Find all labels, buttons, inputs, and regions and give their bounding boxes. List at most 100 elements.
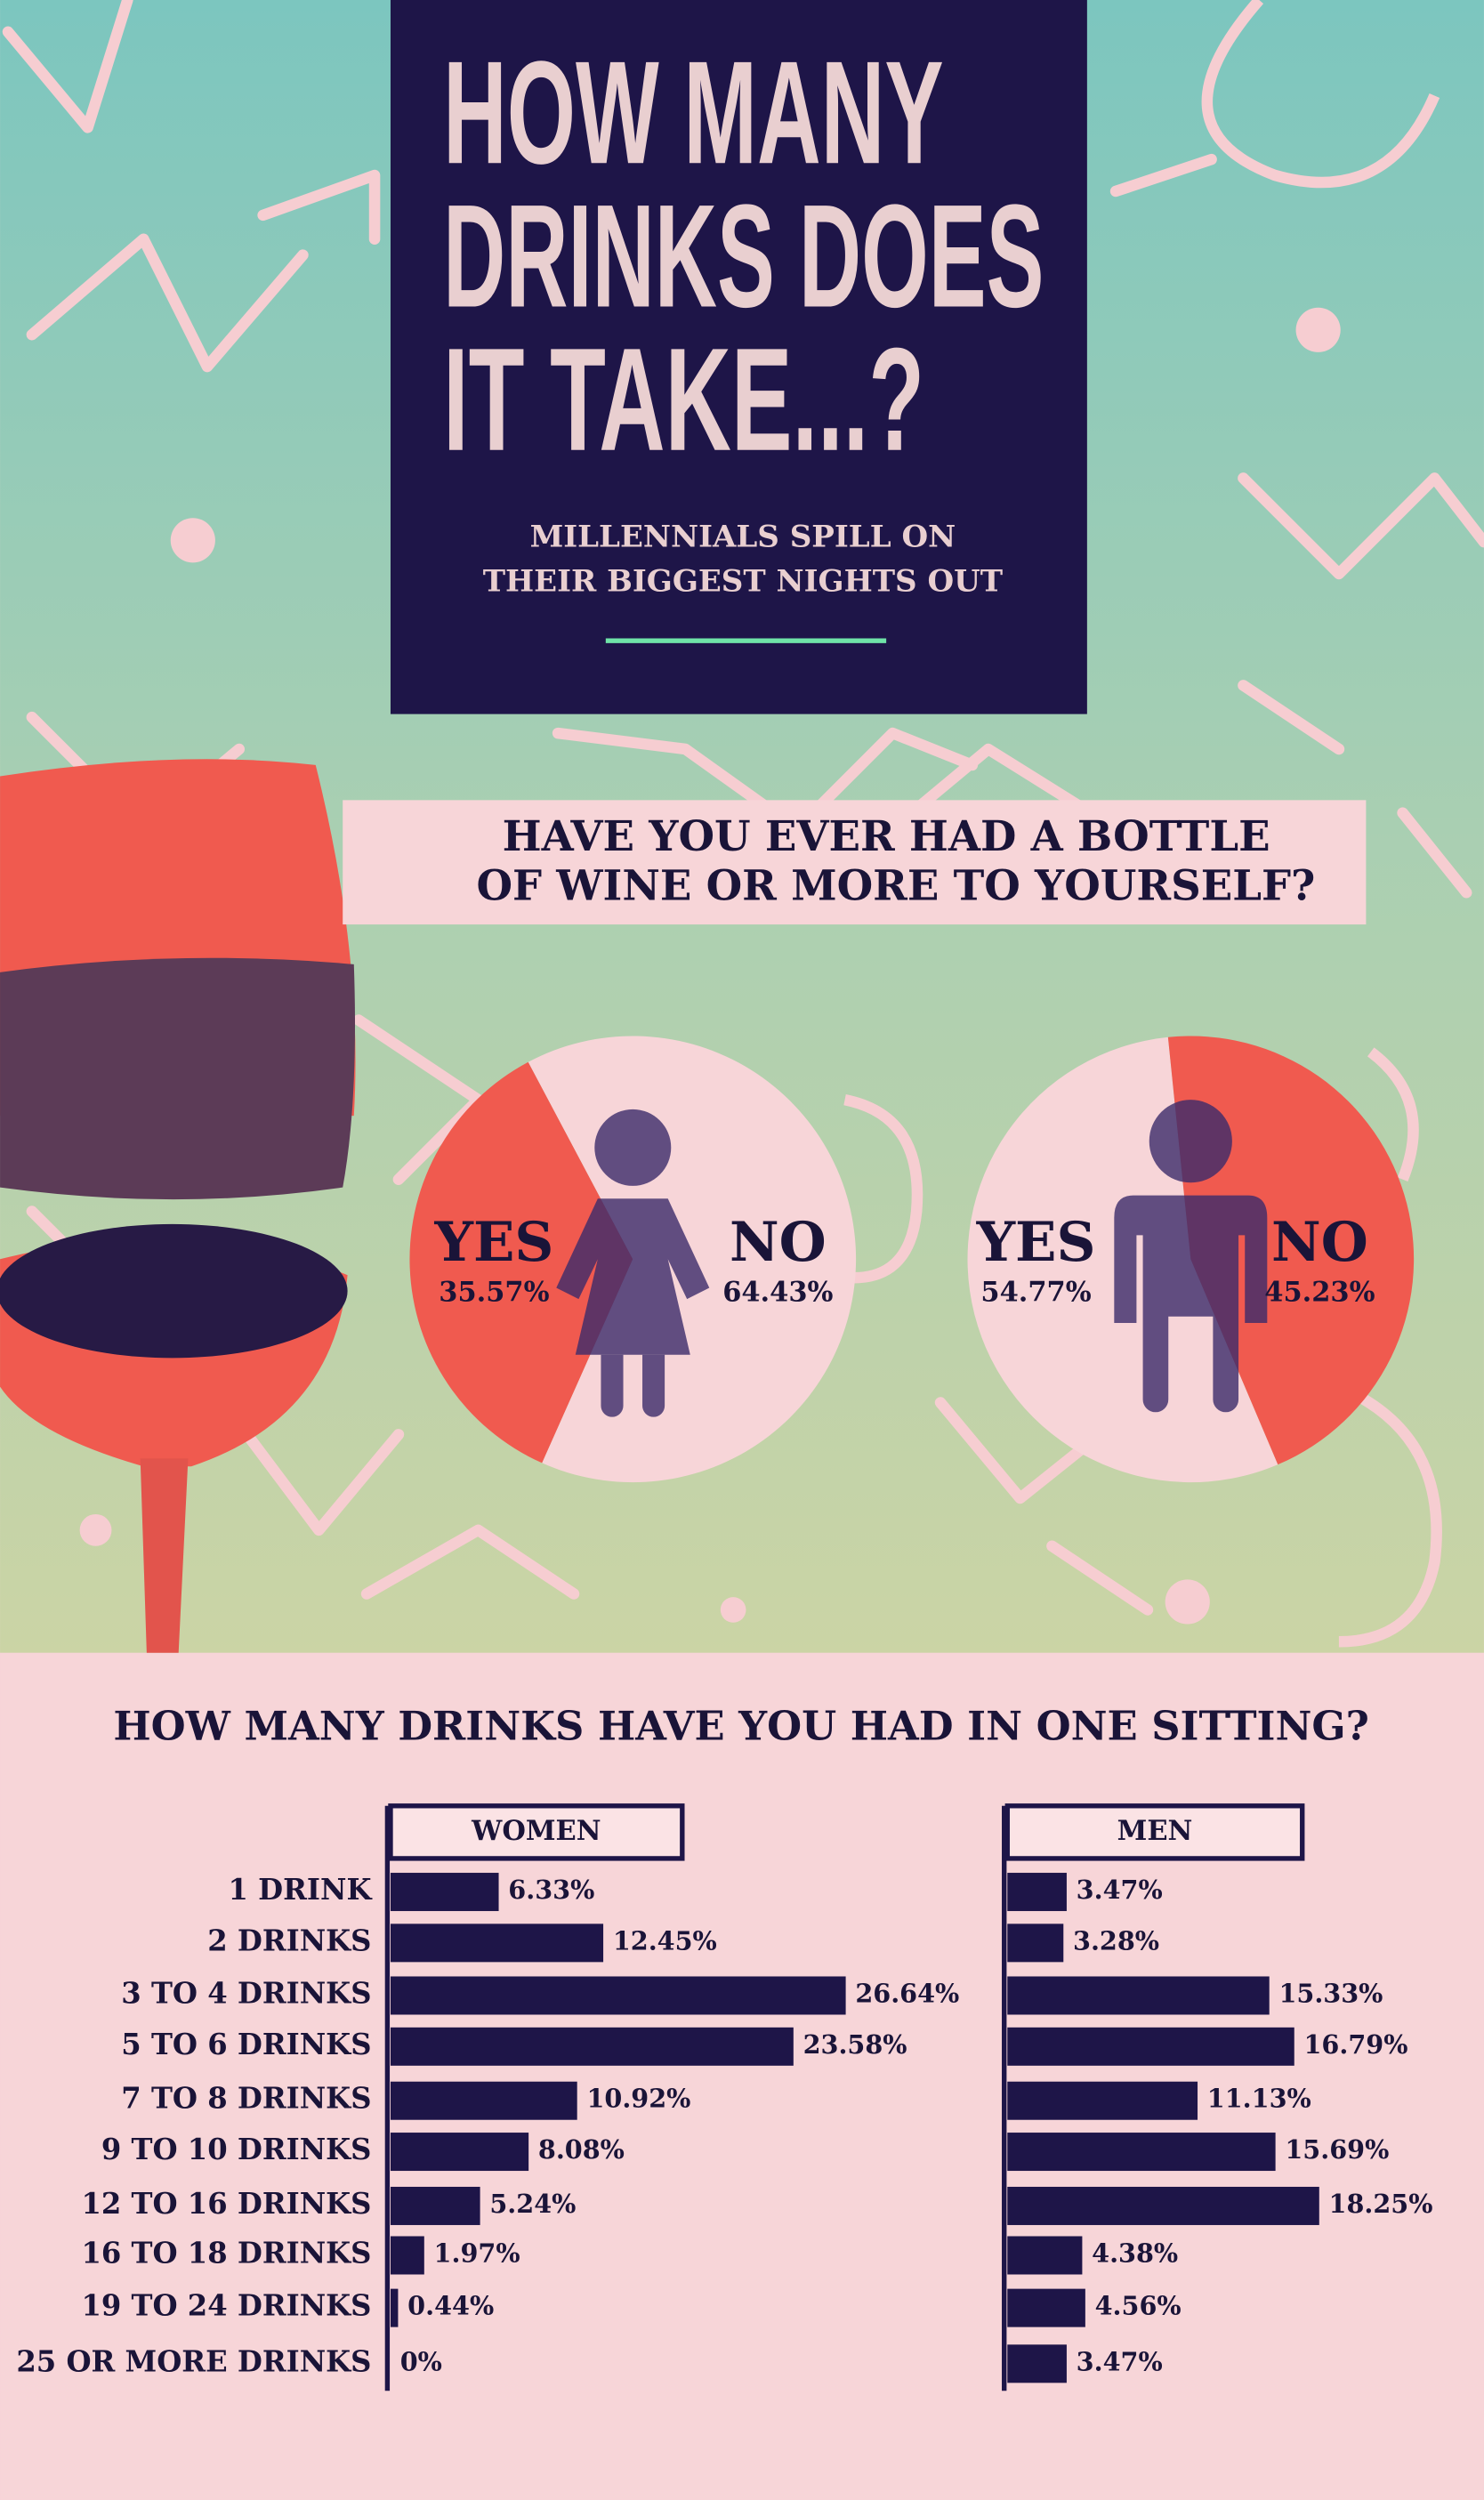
- squiggle: [360, 1524, 580, 1600]
- series-header-box: [388, 1803, 685, 1861]
- pie-question-line: HAVE YOU EVER HAD A BOTTLE: [503, 811, 1270, 860]
- bar-value-label: 3.47%: [1077, 1875, 1163, 1905]
- bar: [1007, 1976, 1270, 2015]
- bar: [1007, 1923, 1064, 1963]
- bar-value-label: 6.33%: [508, 1875, 594, 1905]
- dot: [1295, 307, 1341, 352]
- pie-label: YES: [976, 1211, 1096, 1274]
- pie-label: NO: [730, 1211, 827, 1274]
- bar-value-label: 15.33%: [1278, 1978, 1383, 2008]
- bar: [1007, 2186, 1319, 2225]
- category-label: 16 TO 18 DRINKS: [81, 2237, 371, 2270]
- bar-value-label: 1.97%: [434, 2238, 520, 2269]
- dot: [79, 1513, 112, 1546]
- squiggle: [1397, 807, 1472, 899]
- bar-value-label: 3.47%: [1077, 2346, 1163, 2376]
- pie-value-label: 45.23%: [1264, 1277, 1375, 1309]
- pie-question-line: OF WINE OR MORE TO YOURSELF?: [476, 861, 1315, 910]
- bar: [1007, 2027, 1294, 2066]
- arc: [1336, 1381, 1442, 1648]
- subtitle-line: MILLENNIALS SPILL ON: [530, 520, 956, 555]
- bar-value-label: 0%: [400, 2346, 442, 2376]
- bar-value-label: 18.25%: [1329, 2189, 1433, 2219]
- pie-label: NO: [1271, 1211, 1368, 1274]
- pie-value-label: 35.57%: [439, 1277, 549, 1309]
- series-header: WOMEN: [471, 1815, 601, 1847]
- bar-value-label: 5.24%: [489, 2189, 576, 2219]
- category-label: 3 TO 4 DRINKS: [121, 1976, 371, 2010]
- woman-icon-body: [556, 1198, 710, 1355]
- bar-value-label: 15.69%: [1285, 2134, 1389, 2165]
- charts: YES35.57%NO64.43%YES54.77%NO45.23%WOMEN6…: [16, 1036, 1432, 2391]
- bar: [1007, 2081, 1198, 2120]
- title-line: DRINKS DOES: [443, 174, 1044, 338]
- category-label: 2 DRINKS: [207, 1923, 371, 1957]
- dot: [720, 1597, 746, 1623]
- category-label: 25 OR MORE DRINKS: [16, 2344, 371, 2378]
- bar-question: HOW MANY DRINKS HAVE YOU HAD IN ONE SITT…: [113, 1702, 1369, 1749]
- bar: [390, 2186, 480, 2225]
- glass-wine: [0, 957, 356, 1200]
- squiggle: [26, 233, 309, 373]
- series-header-box: [1004, 1803, 1305, 1861]
- bar-value-label: 4.56%: [1095, 2291, 1182, 2321]
- woman-icon-head: [594, 1109, 672, 1186]
- category-label: 12 TO 16 DRINKS: [81, 2187, 371, 2221]
- bar-value-label: 10.92%: [586, 2084, 690, 2114]
- squiggle: [217, 1397, 405, 1536]
- title-box: [390, 0, 1087, 714]
- squiggle: [1238, 680, 1345, 755]
- bar-value-label: 12.45%: [613, 1925, 717, 1956]
- title-line: IT TAKE...?: [443, 318, 924, 481]
- squiggle: [1046, 1540, 1154, 1616]
- bar: [1007, 2236, 1083, 2275]
- bar: [1007, 2344, 1067, 2383]
- bar: [390, 1873, 499, 1912]
- glass-stem: [140, 1458, 189, 1653]
- wine-glass: [0, 759, 356, 1653]
- bar: [390, 1976, 846, 2015]
- bar: [1007, 2288, 1085, 2327]
- squiggle: [2, 0, 133, 133]
- bar-value-label: 3.28%: [1073, 1925, 1159, 1956]
- bar: [1007, 1873, 1067, 1912]
- bar: [390, 1923, 604, 1963]
- pie-value-label: 64.43%: [722, 1277, 833, 1309]
- squiggle: [1109, 153, 1217, 198]
- bar: [390, 2288, 399, 2327]
- bar: [390, 2133, 529, 2172]
- bar-value-label: 23.58%: [803, 2029, 907, 2060]
- bar-value-label: 26.64%: [855, 1978, 959, 2008]
- bar-value-label: 16.79%: [1303, 2029, 1407, 2060]
- category-label: 7 TO 8 DRINKS: [121, 2082, 371, 2116]
- category-label: 9 TO 10 DRINKS: [101, 2133, 372, 2166]
- subtitle-line: THEIR BIGGEST NIGHTS OUT: [483, 564, 1003, 600]
- arc: [1367, 1047, 1419, 1182]
- bar-value-label: 8.08%: [538, 2134, 625, 2165]
- series-header: MEN: [1117, 1815, 1193, 1847]
- dot: [170, 518, 215, 563]
- man-icon-head: [1149, 1100, 1232, 1183]
- squiggle: [257, 169, 381, 245]
- arc: [1201, 0, 1440, 189]
- pie-slice: [409, 1061, 633, 1464]
- bar: [390, 2081, 577, 2120]
- glass-rim: [0, 1223, 348, 1359]
- pie-value-label: 54.77%: [980, 1277, 1091, 1309]
- title-line: HOW MANY: [443, 30, 944, 194]
- bar: [390, 2027, 794, 2066]
- bar-value-label: 0.44%: [407, 2291, 494, 2321]
- bar-value-label: 11.13%: [1207, 2084, 1311, 2114]
- background-bottom: [0, 1652, 1484, 2500]
- bar-value-label: 4.38%: [1092, 2238, 1178, 2269]
- dot: [1165, 1579, 1210, 1625]
- bar: [1007, 2133, 1276, 2172]
- pie-label: YES: [433, 1211, 553, 1274]
- question-box: [343, 800, 1367, 925]
- category-label: 5 TO 6 DRINKS: [121, 2028, 371, 2061]
- arc: [827, 1094, 923, 1284]
- woman-icon-legs: [601, 1354, 665, 1417]
- squiggle: [934, 1397, 1106, 1504]
